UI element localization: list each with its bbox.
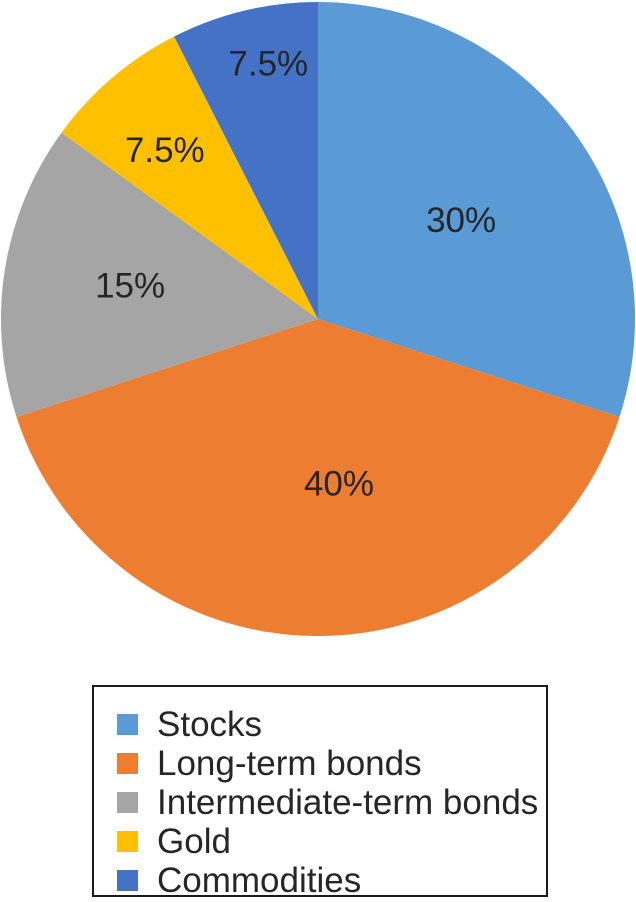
legend-rows: Stocks Long-term bonds Intermediate-term… — [94, 687, 546, 900]
legend-swatch-gold — [117, 831, 138, 852]
legend-item-stocks: Stocks — [117, 705, 546, 744]
slice-label-long-term-bonds: 40% — [304, 464, 374, 503]
slice-label-intermediate-term-bonds: 15% — [95, 267, 165, 306]
chart-legend: Stocks Long-term bonds Intermediate-term… — [92, 685, 548, 900]
legend-label-commodities: Commodities — [157, 861, 362, 900]
legend-swatch-long-term-bonds — [117, 753, 138, 774]
slice-label-stocks: 30% — [426, 201, 496, 240]
slice-label-gold: 7.5% — [125, 131, 205, 170]
legend-item-long-term-bonds: Long-term bonds — [117, 744, 546, 783]
legend-swatch-intermediate-term-bonds — [117, 792, 138, 813]
legend-label-gold: Gold — [157, 822, 231, 861]
pie-slice-long-term-bonds — [16, 319, 620, 636]
legend-item-intermediate-term-bonds: Intermediate-term bonds — [117, 783, 546, 822]
pie-chart: 30% 40% 15% 7.5% 7.5% — [1, 2, 635, 636]
legend-label-stocks: Stocks — [157, 705, 263, 744]
pie-slice-stocks — [318, 2, 635, 417]
legend-swatch-stocks — [117, 714, 138, 735]
legend-item-gold: Gold — [117, 822, 546, 861]
pie-slice-intermediate-term-bonds — [1, 132, 318, 417]
legend-item-commodities: Commodities — [117, 861, 546, 900]
slice-label-commodities: 7.5% — [228, 45, 308, 84]
legend-label-intermediate-term-bonds: Intermediate-term bonds — [157, 783, 539, 822]
pie-slice-commodities — [174, 2, 318, 319]
legend-label-long-term-bonds: Long-term bonds — [157, 744, 422, 783]
legend-swatch-commodities — [117, 870, 138, 891]
pie-slice-gold — [61, 36, 318, 320]
